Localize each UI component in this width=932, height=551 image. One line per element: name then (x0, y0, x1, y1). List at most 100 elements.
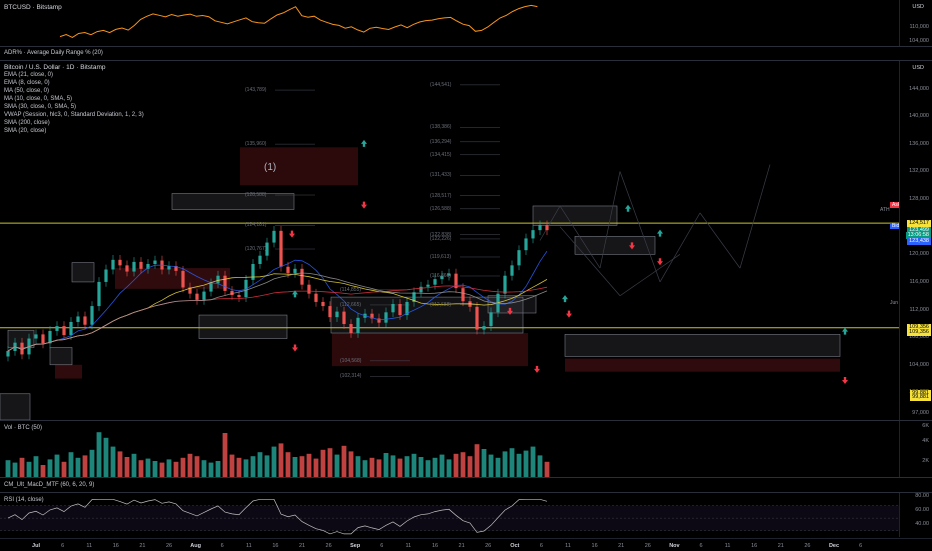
zone-box (332, 333, 528, 367)
price-tag: 99,881 (910, 389, 931, 397)
candle-body (132, 261, 136, 272)
volume-bar (222, 433, 228, 477)
volume-bar (166, 459, 172, 477)
price-tag: 13:06:58 (905, 232, 931, 240)
legend-item[interactable]: SMA (30, close, 0, SMA, 5) (4, 104, 77, 110)
projection-line (619, 254, 681, 297)
volume-bar (103, 437, 109, 477)
legend-item[interactable]: MA (10, close, 0, SMA, 5) (4, 96, 73, 102)
candle-body (111, 259, 115, 270)
candle-body (405, 301, 409, 316)
candle-body (90, 306, 94, 325)
volume-bar (292, 457, 298, 477)
candle-body (300, 268, 304, 285)
volume-bar (369, 457, 375, 477)
fib-level-label: (128,517) (430, 192, 452, 199)
candle-body (153, 260, 157, 264)
time-tick: 16 (431, 543, 439, 549)
rsi-axis: 80.00 60.00 40.00 (899, 493, 932, 537)
time-tick: 6 (380, 543, 384, 549)
main-price-axis[interactable]: USD 144,000 140,000 136,000 132,000 128,000 1… (899, 61, 932, 420)
candle-body (489, 312, 493, 327)
legend-item[interactable]: MA (50, close, 0) (4, 88, 50, 94)
rsi-tick: 80.00 (915, 493, 929, 499)
zone-box (198, 314, 288, 339)
moving-average-line (7, 272, 548, 352)
volume-bar (488, 454, 494, 477)
volume-bar (19, 457, 25, 477)
legend-item[interactable]: VWAP (Session, hlc3, 0, Standard Deviati… (4, 112, 144, 118)
top-tick: 110,000 (909, 24, 929, 30)
bid-label: Bid (890, 223, 902, 229)
arrow-down-icon (534, 365, 540, 373)
zone-box (49, 347, 73, 366)
rsi-pane: RSI (14, close) 80.00 60.00 40.00 (0, 493, 932, 537)
candle-body (223, 275, 227, 291)
volume-bar (124, 457, 130, 477)
volume-bar (75, 457, 81, 477)
june-label: Jun (890, 300, 899, 306)
volume-bar (138, 460, 144, 477)
fib-level-label: (122,226) (430, 235, 452, 242)
time-tick: 11 (724, 543, 731, 549)
zone-box (532, 205, 618, 226)
fib-level-label: (131,433) (430, 172, 452, 179)
rsi-tick: 40.00 (915, 521, 929, 527)
candle-body (272, 230, 276, 243)
candle-body (146, 263, 150, 269)
arrow-down-icon (292, 344, 298, 352)
volume-bar (180, 457, 186, 477)
main-chart[interactable] (0, 61, 900, 420)
legend-item[interactable]: EMA (8, close, 0) (4, 80, 50, 86)
volume-bar (215, 461, 221, 477)
legend-item[interactable]: SMA (200, close) (4, 120, 50, 126)
ath-label: ATH (880, 207, 890, 213)
volume-label[interactable]: Vol · BTC (50) (4, 425, 43, 431)
candle-body (34, 334, 38, 339)
volume-bar (187, 453, 193, 477)
time-axis[interactable]: Jul 6 11 16 21 26 Aug 6 11 16 21 26 Sep 6 11 16 21 26 Oct 6… (0, 538, 932, 551)
fib-level-label: (120,767) (245, 246, 267, 252)
volume-bar (460, 452, 466, 477)
legend-title[interactable]: Bitcoin / U.S. Dollar · 1D · Bitstamp (4, 64, 106, 71)
legend-item[interactable]: SMA (20, close) (4, 128, 47, 134)
top-currency-label[interactable]: USD (912, 4, 924, 10)
time-tick: 16 (272, 543, 279, 549)
candle-body (293, 268, 297, 273)
volume-bar (474, 444, 480, 477)
adr-label: ADR% · Average Daily Range % (20) (4, 50, 103, 56)
fib-level-label: (126,588) (430, 205, 452, 212)
candle-body (419, 286, 423, 293)
time-tick: 11 (86, 543, 93, 549)
volume-bar (201, 460, 207, 477)
zone-box (565, 358, 840, 372)
volume-bar (68, 452, 74, 477)
volume-bar (530, 446, 536, 477)
time-tick: 21 (298, 543, 306, 549)
volume-bar (131, 453, 137, 477)
time-tick: Sep (350, 543, 361, 549)
zone-box (0, 393, 31, 420)
candle-body (195, 293, 199, 300)
volume-bar (334, 454, 340, 477)
arrow-up-icon (657, 229, 663, 237)
volume-bar (250, 456, 256, 477)
arrow-up-icon (842, 327, 848, 335)
volume-bar (96, 432, 102, 477)
candle-body (244, 279, 248, 298)
top-pane: BTCUSD · Bitstamp USD 110,000 104,000 (0, 0, 932, 46)
macd-label[interactable]: CM_Ult_MacD_MTF (60, 6, 20, 9) (4, 482, 95, 488)
candle-body (251, 263, 255, 280)
price-tick: 112,000 (909, 306, 929, 313)
volume-bar (341, 445, 347, 477)
legend-item[interactable]: EMA (21, close, 0) (4, 72, 54, 78)
candle-body (440, 275, 444, 280)
candle-body (538, 225, 542, 231)
rsi-label[interactable]: RSI (14, close) (4, 497, 44, 503)
price-tag: 109,356 (907, 328, 931, 336)
volume-bar (208, 462, 214, 477)
projection-line (619, 171, 661, 283)
zone-box (240, 147, 358, 186)
time-tick: 11 (245, 543, 252, 549)
main-currency-label[interactable]: USD (912, 65, 924, 71)
